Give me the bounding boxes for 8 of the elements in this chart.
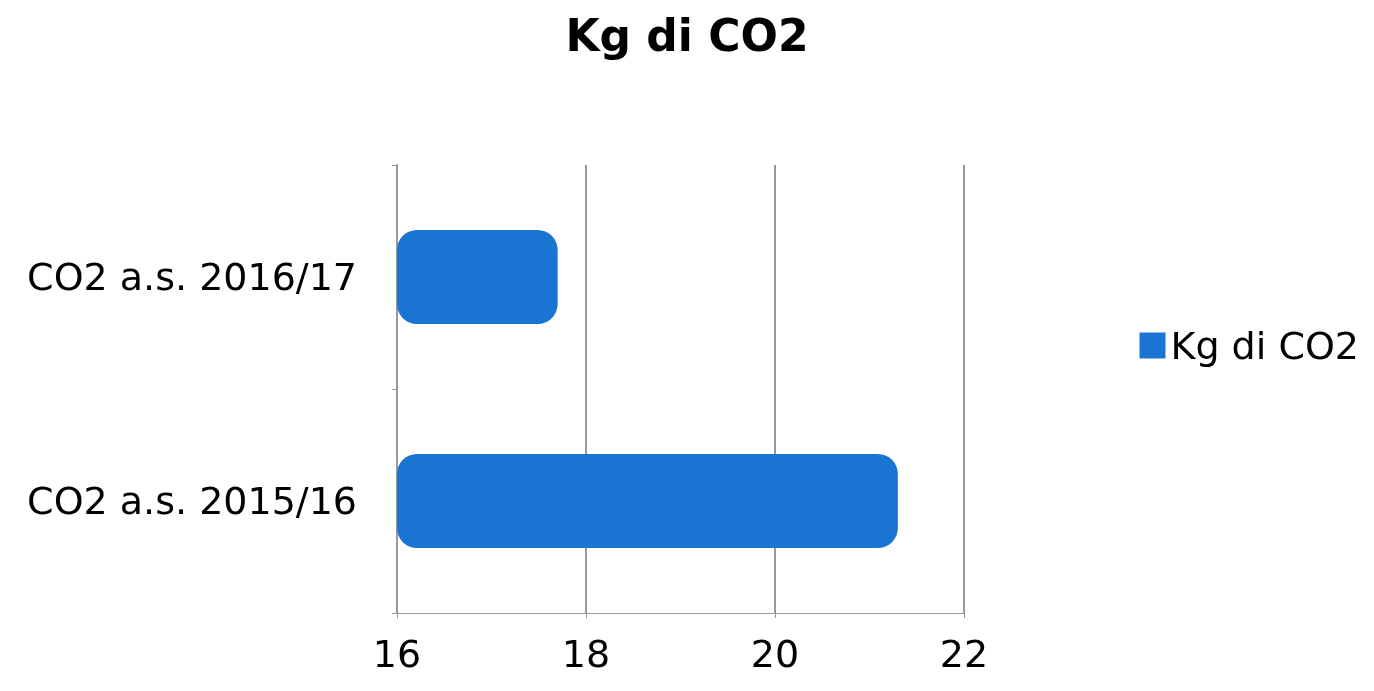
y-tick-label: CO2 a.s. 2016/17 [27, 255, 357, 299]
legend-label: Kg di CO2 [1170, 323, 1359, 368]
x-tick-label: 22 [939, 632, 989, 676]
x-tick-label: 18 [561, 632, 611, 676]
y-tick-label: CO2 a.s. 2015/16 [27, 479, 357, 523]
chart-title: Kg di CO2 [565, 9, 809, 61]
x-tick-label: 16 [372, 632, 422, 676]
x-tick-label: 20 [750, 632, 800, 676]
